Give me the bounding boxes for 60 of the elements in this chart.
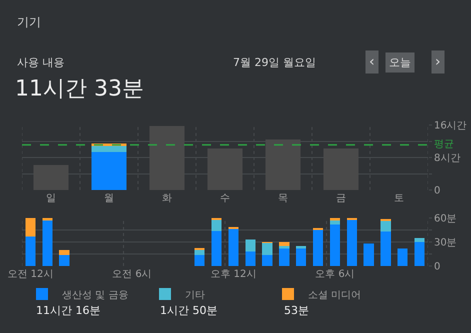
bar <box>380 220 391 232</box>
bar <box>92 146 126 152</box>
y-tick-label: 30분 <box>434 238 457 248</box>
bar <box>92 152 126 190</box>
text: 7월 29일 월요일 <box>233 56 316 69</box>
x-tick-label: 오전 12시 <box>8 269 54 280</box>
bar <box>211 220 222 231</box>
bar <box>228 228 239 266</box>
y-tick-label: 8시간 <box>434 153 460 164</box>
text: › <box>435 54 441 70</box>
bar <box>398 248 408 266</box>
y-tick-label: 0 <box>434 186 440 196</box>
y-tick-label: 0 <box>434 262 440 272</box>
bar <box>211 230 222 266</box>
bar <box>245 252 256 266</box>
x-tick-label: 월 <box>104 193 114 204</box>
x-tick-label: 수 <box>220 193 230 204</box>
bar <box>194 250 205 255</box>
bar <box>59 250 70 255</box>
chart-title: 11시간 33분 <box>15 76 144 102</box>
text: 11시간 16분 <box>36 304 100 317</box>
x-tick-label: 토 <box>394 193 404 204</box>
x-tick-label: 목 <box>278 193 288 204</box>
bar <box>296 248 306 266</box>
bar <box>312 230 324 266</box>
text: ‹ <box>369 54 375 70</box>
bar <box>414 238 425 242</box>
text: 기기 <box>17 15 41 29</box>
bar <box>364 244 374 266</box>
bar <box>59 254 70 266</box>
text: 53분 <box>284 304 309 317</box>
text: 사용 내용 <box>17 56 64 69</box>
bar <box>262 254 272 266</box>
bar <box>414 242 425 266</box>
bar <box>262 242 272 255</box>
text: 오늘 <box>389 56 411 69</box>
y-tick-label: 16시간 <box>434 120 467 132</box>
bar <box>42 220 52 266</box>
x-tick-label: 오후 6시 <box>315 269 355 280</box>
bar <box>25 236 36 266</box>
bar <box>194 254 205 266</box>
bar <box>245 240 256 252</box>
ref-line-label: 평균 <box>434 139 454 150</box>
x-tick-label: 화 <box>162 193 172 204</box>
bar <box>380 232 391 266</box>
bar <box>330 224 340 266</box>
bar <box>25 218 36 236</box>
y-tick-label: 60분 <box>434 214 457 224</box>
legend-label: 생산성 및 금융 <box>62 290 128 301</box>
legend-label: 기타 <box>185 290 205 301</box>
bar <box>279 242 290 246</box>
x-tick-label: 일 <box>46 193 56 204</box>
legend-label: 소셜 미디어 <box>308 290 362 301</box>
bar <box>279 248 290 266</box>
bar <box>346 220 357 266</box>
x-tick-label: 오후 12시 <box>210 269 256 280</box>
text: 1시간 50분 <box>160 304 218 317</box>
x-tick-label: 오전 6시 <box>112 269 152 280</box>
x-tick-label: 금 <box>336 193 346 204</box>
bar <box>330 220 340 224</box>
